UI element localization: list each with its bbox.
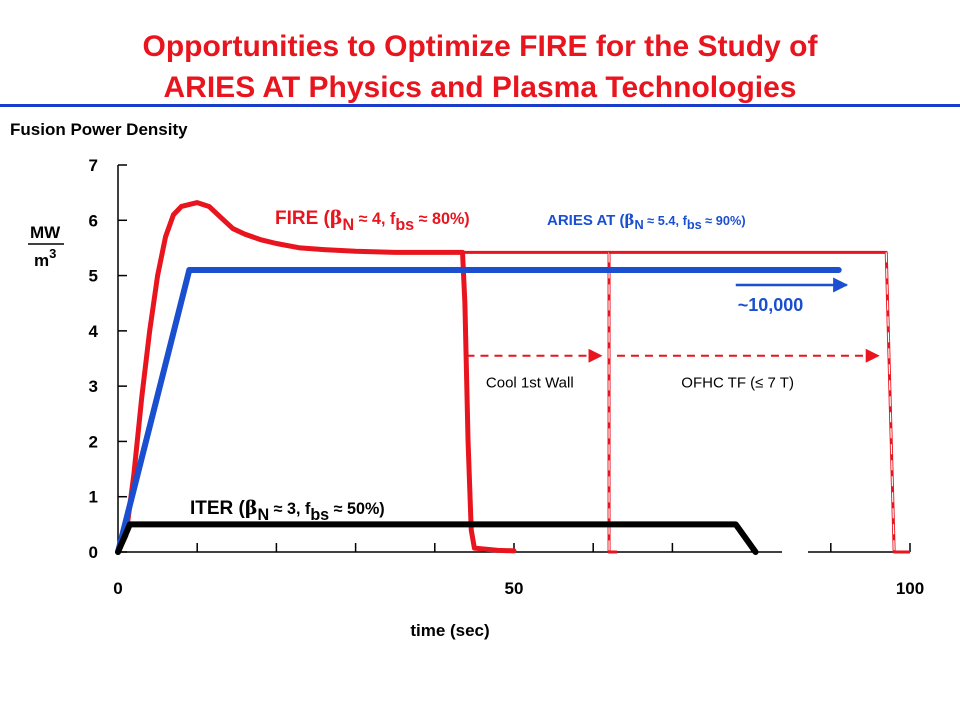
y-tick-label-2: 2 — [89, 432, 98, 451]
x-tick-label-0: 0 — [113, 579, 122, 598]
x-tick-label-50: 50 — [505, 579, 524, 598]
y-tick-label-4: 4 — [89, 322, 99, 341]
y-tick-label-3: 3 — [89, 377, 98, 396]
slide-title: Opportunities to Optimize FIRE for the S… — [0, 26, 960, 108]
y-tick-label-1: 1 — [89, 488, 98, 507]
slide-title-line2: ARIES AT Physics and Plasma Technologies — [163, 71, 797, 104]
title-divider — [0, 104, 960, 107]
y-axis-title-numerator: MW — [30, 223, 61, 242]
extension-label-0: Cool 1st Wall — [486, 375, 574, 392]
y-tick-label-0: 0 — [89, 543, 98, 562]
x-axis-title: time (sec) — [410, 621, 489, 640]
series-line-1 — [115, 267, 842, 555]
series-line-2 — [115, 521, 759, 555]
series-label-fire: FIRE (βN ≈ 4, fbs ≈ 80%) — [275, 207, 470, 234]
extension-dash-1 — [885, 252, 895, 553]
extension-label-1: OFHC TF (≤ 7 T) — [681, 375, 794, 392]
x-tick-label-100: 100 — [896, 579, 924, 598]
y-axis-title-denominator: m3 — [34, 246, 56, 270]
annotation-label-0: ~10,000 — [738, 295, 804, 315]
series-label-aries: ARIES AT (βN ≈ 5.4, fbs ≈ 90%) — [547, 211, 746, 232]
y-tick-label-5: 5 — [89, 267, 98, 286]
series-line-0 — [115, 200, 517, 555]
y-tick-label-6: 6 — [89, 211, 98, 230]
series-label-iter: ITER (βN ≈ 3, fbs ≈ 50%) — [190, 497, 385, 524]
extension-line-0 — [462, 250, 617, 554]
chart-title: Fusion Power Density — [10, 120, 188, 139]
y-tick-label-7: 7 — [89, 156, 98, 175]
slide-title-line1: Opportunities to Optimize FIRE for the S… — [142, 30, 818, 63]
